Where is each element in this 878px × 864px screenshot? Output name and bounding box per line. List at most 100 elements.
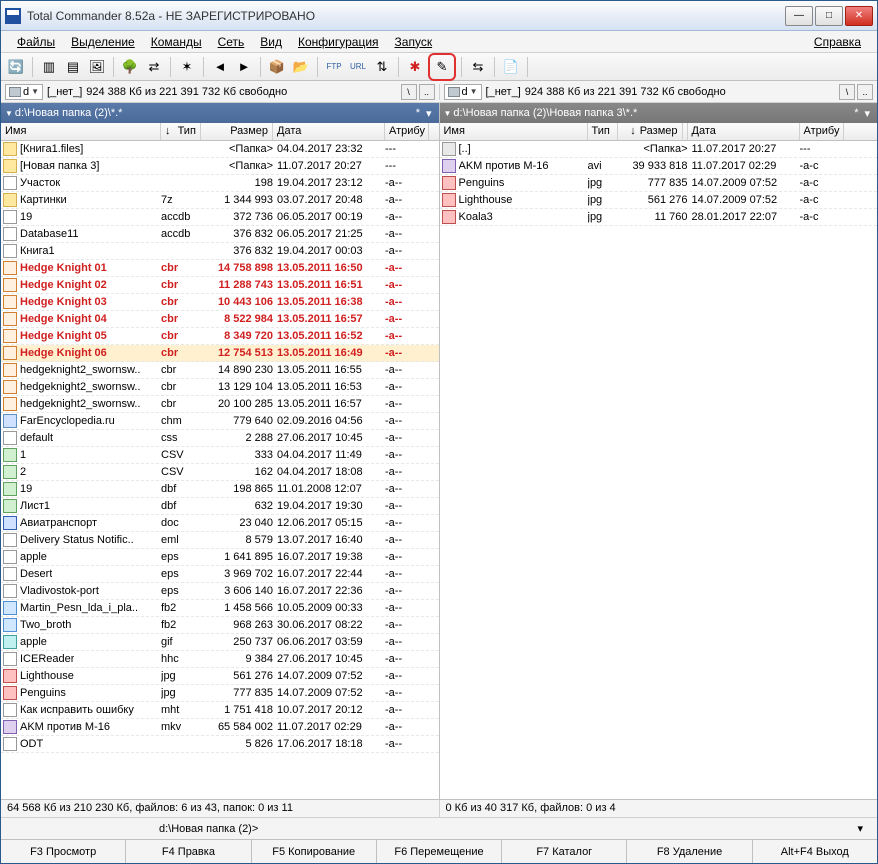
col-ext[interactable]: ↓ Тип xyxy=(161,123,201,140)
invert-icon[interactable]: ✶ xyxy=(176,56,198,78)
multirename-icon[interactable]: ✎ xyxy=(431,56,453,78)
maximize-button[interactable]: □ xyxy=(815,6,843,26)
file-row[interactable]: Penguinsjpg777 83514.07.2009 07:52-a-c xyxy=(440,175,878,192)
file-row[interactable]: AKM против М-16mkv65 584 00211.07.2017 0… xyxy=(1,719,439,736)
f4-button[interactable]: F4 Правка xyxy=(126,840,251,863)
file-row[interactable]: AKM против М-16avi39 933 81811.07.2017 0… xyxy=(440,158,878,175)
file-row[interactable]: Martin_Pesn_lda_i_pla..fb21 458 56610.05… xyxy=(1,600,439,617)
col-name[interactable]: Имя xyxy=(440,123,588,140)
root-button-right[interactable]: \ xyxy=(839,84,855,100)
drive-select-left[interactable]: d ▼ xyxy=(5,84,43,100)
root-button-left[interactable]: \ xyxy=(401,84,417,100)
tree-icon[interactable]: 🌳 xyxy=(119,56,141,78)
file-row[interactable]: [..]<Папка>11.07.2017 20:27--- xyxy=(440,141,878,158)
file-row[interactable]: 1CSV33304.04.2017 11:49-a-- xyxy=(1,447,439,464)
command-line[interactable]: d:\Новая папка (2)> ▾ xyxy=(1,817,877,839)
col-date[interactable]: Дата xyxy=(688,123,800,140)
f5-button[interactable]: F5 Копирование xyxy=(252,840,377,863)
notepad-icon[interactable]: 📄 xyxy=(500,56,522,78)
menu-commands[interactable]: Команды xyxy=(143,33,210,51)
command-dropdown-icon[interactable]: ▾ xyxy=(851,822,869,835)
close-button[interactable]: ✕ xyxy=(845,6,873,26)
sync-icon[interactable]: ⇆ xyxy=(467,56,489,78)
file-row[interactable]: Участок19819.04.2017 23:12-a-- xyxy=(1,175,439,192)
altf4-button[interactable]: Alt+F4 Выход xyxy=(753,840,877,863)
drive-select-right[interactable]: d ▼ xyxy=(444,84,482,100)
file-row[interactable]: defaultcss2 28827.06.2017 10:45-a-- xyxy=(1,430,439,447)
file-row[interactable]: [Книга1.files]<Папка>04.04.2017 23:32--- xyxy=(1,141,439,158)
menu-select[interactable]: Выделение xyxy=(63,33,143,51)
unpack-icon[interactable]: 📂 xyxy=(290,56,312,78)
file-row[interactable]: Lighthousejpg561 27614.07.2009 07:52-a-- xyxy=(1,668,439,685)
file-row[interactable]: FarEncyclopedia.ruchm779 64002.09.2016 0… xyxy=(1,413,439,430)
up-button-right[interactable]: .. xyxy=(857,84,873,100)
col-attr[interactable]: Атрибу xyxy=(800,123,844,140)
file-row[interactable]: Лист1dbf63219.04.2017 19:30-a-- xyxy=(1,498,439,515)
f7-button[interactable]: F7 Каталог xyxy=(502,840,627,863)
menu-view[interactable]: Вид xyxy=(252,33,290,51)
col-size[interactable]: Размер xyxy=(201,123,273,140)
file-row[interactable]: Hedge Knight 01cbr14 758 89813.05.2011 1… xyxy=(1,260,439,277)
right-file-list[interactable]: [..]<Папка>11.07.2017 20:27---AKM против… xyxy=(440,141,878,799)
file-row[interactable]: Database11accdb376 83206.05.2017 21:25-a… xyxy=(1,226,439,243)
file-row[interactable]: Delivery Status Notific..eml8 57913.07.2… xyxy=(1,532,439,549)
file-row[interactable]: hedgeknight2_swornsw..cbr20 100 28513.05… xyxy=(1,396,439,413)
col-ext[interactable]: Тип xyxy=(588,123,618,140)
file-row[interactable]: Two_brothfb2968 26330.06.2017 08:22-a-- xyxy=(1,617,439,634)
search-icon[interactable]: ✱ xyxy=(404,56,426,78)
fav-button[interactable]: * xyxy=(851,107,861,119)
file-row[interactable]: hedgeknight2_swornsw..cbr13 129 10413.05… xyxy=(1,379,439,396)
view-full-icon[interactable]: ▤ xyxy=(62,56,84,78)
file-row[interactable]: appleeps1 641 89516.07.2017 19:38-a-- xyxy=(1,549,439,566)
back-icon[interactable]: ◄ xyxy=(209,56,231,78)
right-path-bar[interactable]: ▼ d:\Новая папка (2)\Новая папка 3\*.* *… xyxy=(440,103,878,123)
col-attr[interactable]: Атрибу xyxy=(385,123,429,140)
menu-config[interactable]: Конфигурация xyxy=(290,33,387,51)
file-row[interactable]: Картинки7z1 344 99303.07.2017 20:48-a-- xyxy=(1,192,439,209)
file-row[interactable]: 19dbf198 86511.01.2008 12:07-a-- xyxy=(1,481,439,498)
left-file-list[interactable]: [Книга1.files]<Папка>04.04.2017 23:32---… xyxy=(1,141,439,799)
swap-icon[interactable]: ⇄ xyxy=(143,56,165,78)
f6-button[interactable]: F6 Перемещение xyxy=(377,840,502,863)
file-row[interactable]: 2CSV16204.04.2017 18:08-a-- xyxy=(1,464,439,481)
fav-button[interactable]: * xyxy=(413,107,423,119)
col-name[interactable]: Имя xyxy=(1,123,161,140)
menu-help[interactable]: Справка xyxy=(806,33,869,51)
file-row[interactable]: applegif250 73706.06.2017 03:59-a-- xyxy=(1,634,439,651)
f3-button[interactable]: F3 Просмотр xyxy=(1,840,126,863)
file-row[interactable]: ODT5 82617.06.2017 18:18-a-- xyxy=(1,736,439,753)
f8-button[interactable]: F8 Удаление xyxy=(627,840,752,863)
col-size[interactable]: ↓Размер xyxy=(618,123,688,140)
file-row[interactable]: Hedge Knight 03cbr10 443 10613.05.2011 1… xyxy=(1,294,439,311)
file-row[interactable]: Авиатранспортdoc23 04012.06.2017 05:15-a… xyxy=(1,515,439,532)
file-row[interactable]: Hedge Knight 02cbr11 288 74313.05.2011 1… xyxy=(1,277,439,294)
file-row[interactable]: 19accdb372 73606.05.2017 00:19-a-- xyxy=(1,209,439,226)
file-row[interactable]: [Новая папка 3]<Папка>11.07.2017 20:27--… xyxy=(1,158,439,175)
up-button-left[interactable]: .. xyxy=(419,84,435,100)
minimize-button[interactable]: — xyxy=(785,6,813,26)
forward-icon[interactable]: ► xyxy=(233,56,255,78)
file-row[interactable]: hedgeknight2_swornsw..cbr14 890 23013.05… xyxy=(1,362,439,379)
file-row[interactable]: ICEReaderhhc9 38427.06.2017 10:45-a-- xyxy=(1,651,439,668)
menu-start[interactable]: Запуск xyxy=(387,33,441,51)
file-row[interactable]: Koala3jpg11 76028.01.2017 22:07-a-c xyxy=(440,209,878,226)
menu-files[interactable]: Файлы xyxy=(9,33,63,51)
file-row[interactable]: Vladivostok-porteps3 606 14016.07.2017 2… xyxy=(1,583,439,600)
view-thumbs-icon[interactable]: 🖼 xyxy=(86,56,108,78)
file-row[interactable]: Hedge Knight 05cbr8 349 72013.05.2011 16… xyxy=(1,328,439,345)
file-row[interactable]: Как исправить ошибкуmht1 751 41810.07.20… xyxy=(1,702,439,719)
refresh-icon[interactable]: 🔄 xyxy=(5,56,27,78)
file-row[interactable]: Deserteps3 969 70216.07.2017 22:44-a-- xyxy=(1,566,439,583)
ftp-icon[interactable]: FTP xyxy=(323,56,345,78)
col-date[interactable]: Дата xyxy=(273,123,385,140)
pack-icon[interactable]: 📦 xyxy=(266,56,288,78)
url-icon[interactable]: URL xyxy=(347,56,369,78)
file-row[interactable]: Penguinsjpg777 83514.07.2009 07:52-a-- xyxy=(1,685,439,702)
menu-net[interactable]: Сеть xyxy=(210,33,253,51)
hist-button[interactable]: ▾ xyxy=(861,107,873,120)
file-row[interactable]: Lighthousejpg561 27614.07.2009 07:52-a-c xyxy=(440,192,878,209)
file-row[interactable]: Hedge Knight 06cbr12 754 51313.05.2011 1… xyxy=(1,345,439,362)
view-brief-icon[interactable]: ▥ xyxy=(38,56,60,78)
file-row[interactable]: Hedge Knight 04cbr8 522 98413.05.2011 16… xyxy=(1,311,439,328)
hist-button[interactable]: ▾ xyxy=(423,107,435,120)
